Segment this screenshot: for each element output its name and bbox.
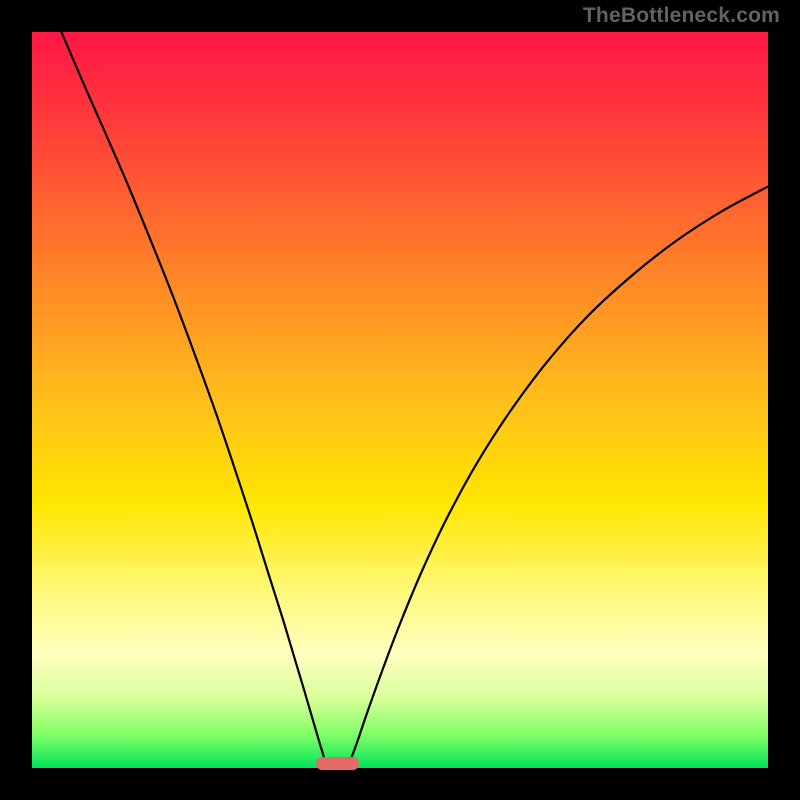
bottleneck-plot	[0, 0, 800, 800]
watermark-text: TheBottleneck.com	[583, 4, 780, 28]
minimum-marker	[316, 757, 359, 770]
chart-frame: { "watermark": { "text": "TheBottleneck.…	[0, 0, 800, 800]
gradient-background	[32, 32, 768, 768]
